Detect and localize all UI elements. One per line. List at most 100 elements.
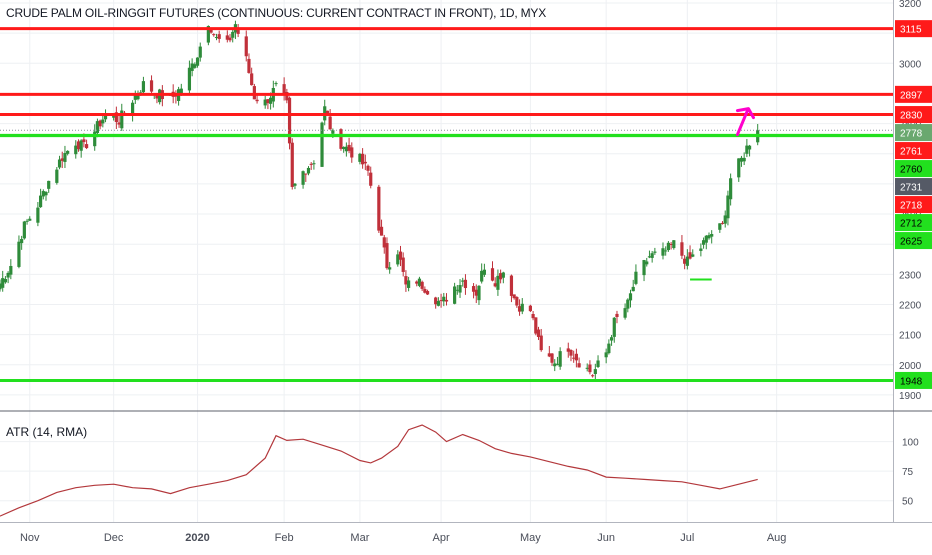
candle-body xyxy=(339,129,343,149)
candle-body xyxy=(401,257,405,272)
candle-body xyxy=(720,222,725,224)
atr-line xyxy=(0,424,758,517)
candle-body xyxy=(320,122,324,167)
candle-body xyxy=(528,305,532,312)
candle-body xyxy=(628,293,633,301)
candle-body xyxy=(55,169,59,183)
x-tick-label: Apr xyxy=(433,532,450,544)
candle-body xyxy=(680,242,684,256)
candle-body xyxy=(250,73,254,86)
x-tick-label: Nov xyxy=(20,532,40,544)
price-label-2625: 2625 xyxy=(900,237,923,248)
candle-body xyxy=(688,252,692,259)
candle-body xyxy=(420,281,424,289)
candle-body xyxy=(66,150,70,154)
candle-body xyxy=(25,220,29,222)
candle-body xyxy=(20,239,24,244)
candle-body xyxy=(293,183,297,186)
candle-body xyxy=(193,64,197,68)
candle-body xyxy=(312,163,316,165)
candle-body xyxy=(691,254,695,257)
candle-body xyxy=(36,207,40,223)
price-label-1948: 1948 xyxy=(900,376,923,387)
candle-body xyxy=(287,97,292,144)
candle-body xyxy=(458,285,462,293)
candle-body xyxy=(653,251,657,253)
candle-body xyxy=(141,81,146,93)
candlestick-series xyxy=(0,20,760,380)
atr-tick-label: 75 xyxy=(902,467,914,478)
candle-body xyxy=(382,237,386,248)
candle-body xyxy=(98,120,102,127)
candle-body xyxy=(531,314,535,319)
candle-body xyxy=(642,260,646,276)
candle-body xyxy=(407,280,411,288)
price-label-box xyxy=(895,371,932,389)
candle-body xyxy=(331,130,335,134)
x-tick-label: Jul xyxy=(680,532,694,544)
candle-body xyxy=(120,110,124,129)
candle-body xyxy=(490,268,495,281)
candle-body xyxy=(101,119,105,124)
price-label-2761: 2761 xyxy=(900,147,923,158)
candle-body xyxy=(737,158,741,178)
candle-body xyxy=(60,158,64,161)
candle-body xyxy=(155,93,159,99)
candle-body xyxy=(22,221,26,239)
candle-body xyxy=(496,275,500,290)
candle-body xyxy=(661,248,665,256)
candle-body xyxy=(328,116,332,130)
candle-body xyxy=(512,294,516,299)
candle-body xyxy=(130,102,135,115)
candle-body xyxy=(517,306,522,312)
candle-body xyxy=(710,234,714,237)
candle-body xyxy=(461,280,465,282)
candle-body xyxy=(103,113,108,120)
candle-body xyxy=(214,37,219,39)
candle-body xyxy=(206,26,210,43)
candle-body xyxy=(442,296,446,302)
candle-body xyxy=(95,121,100,134)
candle-body xyxy=(572,357,576,359)
candle-body xyxy=(745,145,749,154)
candle-body xyxy=(28,218,32,221)
candle-body xyxy=(455,289,459,291)
candle-body xyxy=(379,226,384,236)
candle-body xyxy=(547,353,551,357)
candle-body xyxy=(398,251,403,260)
candle-body xyxy=(471,286,476,292)
candle-body xyxy=(685,256,689,266)
candle-body xyxy=(699,248,703,251)
candle-body xyxy=(634,271,638,284)
price-label-box xyxy=(895,20,932,38)
candle-body xyxy=(647,256,652,258)
candle-body xyxy=(558,351,562,367)
atr-tick-label: 50 xyxy=(902,497,914,508)
candle-body xyxy=(57,159,62,168)
candle-body xyxy=(309,163,313,165)
grid-layer xyxy=(0,0,893,522)
candle-body xyxy=(47,180,51,189)
atr-title: ATR (14, RMA) xyxy=(6,425,88,439)
candle-body xyxy=(84,144,89,149)
candle-body xyxy=(553,363,557,367)
price-label-2731: 2731 xyxy=(900,183,923,194)
candle-body xyxy=(114,112,118,123)
candle-body xyxy=(133,95,137,100)
candle-body xyxy=(342,146,346,150)
candle-body xyxy=(290,142,294,187)
candle-body xyxy=(742,157,746,162)
arrow-head xyxy=(735,107,755,120)
price-label-box xyxy=(895,142,932,160)
candle-body xyxy=(493,283,497,287)
candle-body xyxy=(1,278,5,288)
arrow-annotation xyxy=(735,109,749,137)
candle-body xyxy=(534,317,538,334)
candle-body xyxy=(499,273,503,280)
candle-body xyxy=(358,153,362,162)
candle-body xyxy=(285,92,289,101)
candle-body xyxy=(247,58,251,73)
candle-body xyxy=(701,240,706,245)
